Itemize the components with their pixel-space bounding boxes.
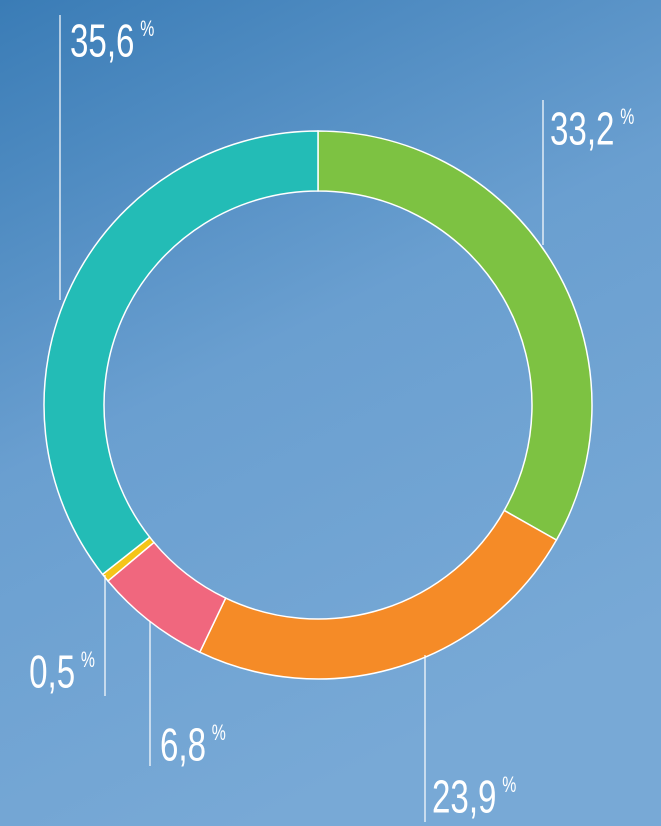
value-label-number: 23,9 bbox=[432, 772, 496, 822]
value-label-unit: % bbox=[81, 648, 95, 672]
value-label-number: 0,5 bbox=[29, 647, 75, 697]
value-label-unit: % bbox=[212, 721, 226, 745]
value-label-unit: % bbox=[502, 773, 516, 797]
value-label-number: 6,8 bbox=[160, 720, 206, 770]
value-label-number: 33,2 bbox=[550, 104, 614, 154]
value-label-number: 35,6 bbox=[70, 16, 134, 66]
value-label-unit: % bbox=[620, 105, 634, 129]
page: {"chart_data": {"type": "donut", "catego… bbox=[0, 0, 661, 826]
chart: 33,2%23,9%6,8%0,5%35,6% bbox=[0, 0, 661, 826]
value-label-unit: % bbox=[140, 17, 154, 41]
